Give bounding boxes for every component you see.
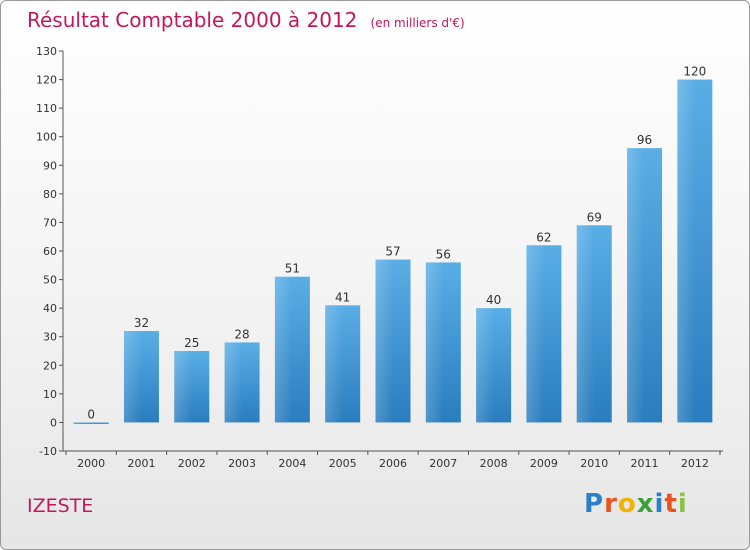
x-tick-label: 2006	[379, 457, 407, 470]
bar-highlight	[123, 331, 142, 423]
y-tick-label: 120	[36, 74, 57, 87]
x-tick-label: 2010	[580, 457, 608, 470]
x-tick-label: 2000	[77, 457, 105, 470]
bar-highlight	[325, 305, 343, 423]
bar-highlight	[73, 422, 92, 424]
y-tick-label: 20	[43, 359, 57, 372]
value-label: 32	[134, 316, 149, 330]
logo-letter: t	[664, 489, 678, 519]
value-label: 51	[285, 262, 300, 276]
y-tick-label: 100	[36, 131, 57, 144]
chart-title-main: Résultat Comptable 2000 à 2012	[27, 8, 358, 32]
x-tick-label: 2007	[429, 457, 457, 470]
y-tick-label: -10	[39, 445, 57, 458]
bar-highlight	[224, 342, 243, 423]
y-tick-label: 110	[36, 102, 57, 115]
x-tick-label: 2005	[329, 457, 357, 470]
logo-letter: r	[604, 489, 618, 519]
value-label: 62	[536, 230, 551, 244]
logo-letter: i	[677, 489, 688, 519]
value-label: 57	[385, 245, 400, 259]
bar-highlight	[174, 351, 192, 423]
x-tick-label: 2012	[681, 457, 709, 470]
value-label: 69	[587, 210, 602, 224]
x-tick-label: 2009	[530, 457, 558, 470]
x-tick-label: 2002	[178, 457, 206, 470]
value-label: 40	[486, 293, 501, 307]
logo-letter: x	[636, 489, 655, 519]
y-tick-label: 70	[43, 216, 57, 229]
x-tick-label: 2001	[127, 457, 155, 470]
value-label: 96	[637, 133, 652, 147]
x-tick-label: 2004	[278, 457, 306, 470]
value-label: 120	[683, 65, 706, 79]
value-label: 25	[184, 336, 199, 350]
chart-title-unit: (en milliers d'€)	[370, 16, 465, 30]
bar-highlight	[375, 259, 393, 423]
x-tick-label: 2008	[480, 457, 508, 470]
logo-letter: P	[584, 489, 605, 519]
bar-highlight	[677, 79, 695, 423]
bar-highlight	[425, 262, 444, 423]
y-tick-label: 130	[36, 45, 57, 58]
bars	[73, 79, 713, 424]
axes: -10 0 10 20 30 40 50 60 70 80 90 100 110 120 130 2000 20…	[36, 45, 723, 470]
value-label: 41	[335, 290, 350, 304]
bar-highlight	[576, 225, 595, 423]
value-label: 0	[87, 407, 95, 421]
y-tick-label: 0	[50, 416, 57, 429]
logo-letter: i	[654, 489, 665, 519]
x-tick-label: 2011	[631, 457, 659, 470]
y-tick-label: 30	[43, 331, 57, 344]
bar-highlight	[274, 276, 293, 423]
bar-highlight	[526, 245, 544, 423]
logo-letter: o	[617, 489, 637, 519]
value-label: 28	[234, 327, 249, 341]
proxiti-logo: Proxiti	[584, 489, 688, 519]
chart-title: Résultat Comptable 2000 à 2012 (en milli…	[27, 8, 465, 32]
y-tick-label: 80	[43, 188, 57, 201]
bar-highlight	[476, 308, 494, 423]
y-tick-label: 90	[43, 159, 57, 172]
y-tick-label: 60	[43, 245, 57, 258]
commune-name: IZESTE	[27, 495, 94, 517]
y-tick-label: 10	[43, 388, 57, 401]
x-tick-label: 2003	[228, 457, 256, 470]
value-label: 56	[436, 247, 451, 261]
bar-highlight	[627, 148, 645, 423]
y-tick-label: 40	[43, 302, 57, 315]
y-tick-label: 50	[43, 274, 57, 287]
value-labels: 0 32 25 28 51 41 57 56 40 62 69 96 120	[87, 65, 706, 422]
